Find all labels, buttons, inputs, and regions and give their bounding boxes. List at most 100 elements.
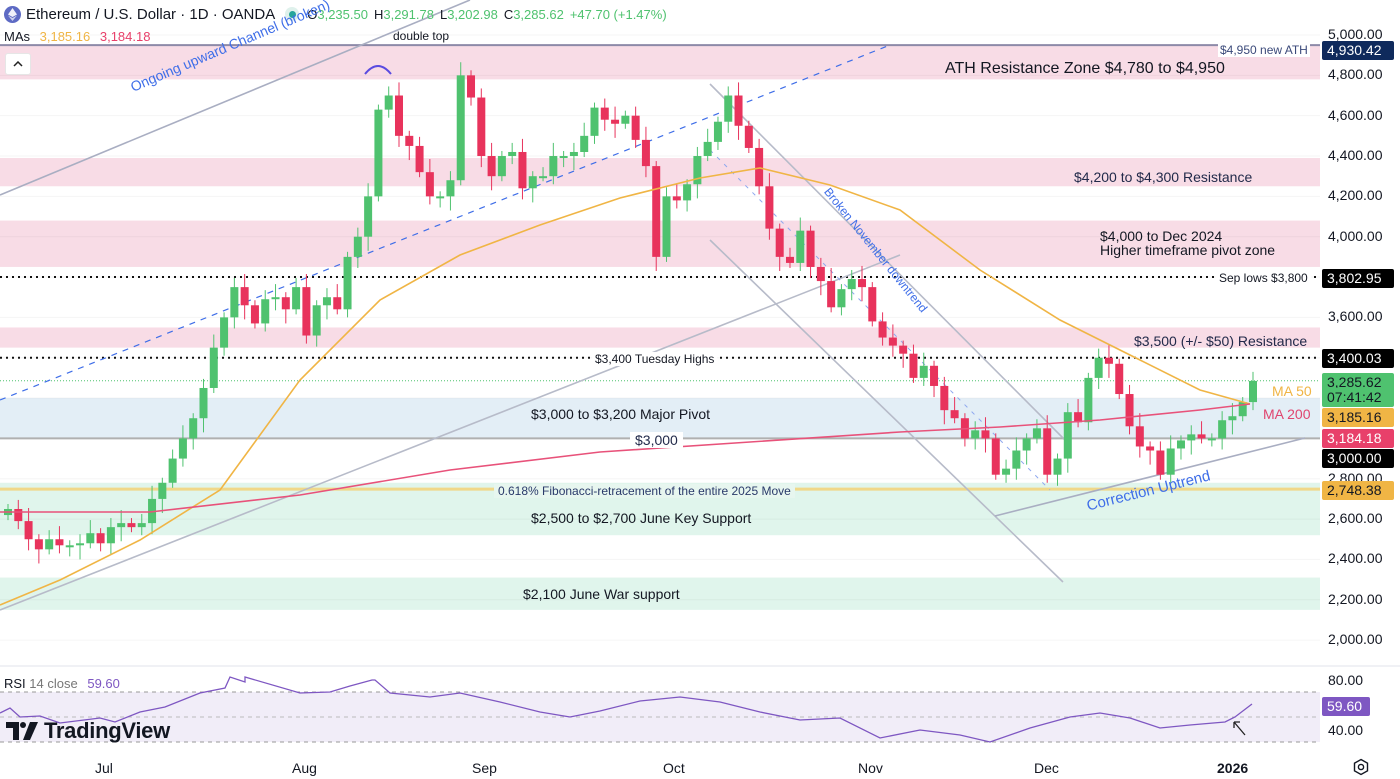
zone-band	[0, 577, 1320, 610]
collapse-legend-button[interactable]	[5, 53, 31, 75]
zone-band	[0, 45, 1320, 80]
price-axis-tick: 3,600.00	[1328, 308, 1383, 325]
candle-body	[1094, 357, 1103, 378]
price-axis-tick: 4,400.00	[1328, 147, 1383, 164]
candle-body	[950, 410, 959, 419]
candle-body	[189, 418, 198, 439]
candle-body	[1135, 426, 1144, 447]
time-axis-dec: Dec	[1034, 760, 1059, 776]
res-3500-label: $3,500 (+/- $50) Resistance	[1134, 333, 1308, 349]
rsi-legend[interactable]: RSI 14 close 59.60	[4, 676, 120, 691]
candle-body	[117, 523, 126, 528]
candle-body	[703, 141, 712, 157]
candle-body	[158, 482, 167, 499]
channel-base-line	[0, 254, 901, 611]
price-tag: 3,000.00	[1322, 449, 1394, 468]
candle-body	[96, 533, 105, 544]
candle-body	[292, 287, 301, 310]
candle-body	[487, 156, 496, 177]
candle-body	[281, 297, 290, 310]
candle-body	[250, 305, 259, 324]
candle-body	[1074, 412, 1083, 423]
candle-body	[394, 95, 403, 136]
rsi-params: 14 close	[29, 676, 78, 691]
candle-body	[240, 287, 249, 306]
time-axis-nov: Nov	[858, 760, 883, 776]
candle-body	[199, 387, 208, 419]
candle-body	[425, 172, 434, 197]
price-tag: 3,285.62	[1322, 373, 1394, 392]
candle-body	[209, 347, 218, 388]
settings-gear-icon[interactable]	[1352, 758, 1370, 776]
time-axis-sep: Sep	[472, 760, 497, 776]
candle-body	[76, 543, 85, 546]
price-axis-tick: 2,400.00	[1328, 550, 1383, 567]
price-axis-tick: 4,000.00	[1328, 227, 1383, 244]
market-open-dot-icon	[285, 7, 300, 21]
line-3000-label: $3,000	[630, 432, 683, 448]
candle-body	[106, 527, 115, 544]
candle-body	[600, 107, 609, 120]
sep-lows-label: Sep lows $3,800	[1216, 271, 1311, 285]
candle-body	[611, 119, 620, 124]
ma200-value: 3,184.18	[99, 29, 151, 44]
candle-body	[127, 523, 136, 528]
candle-body	[693, 156, 702, 185]
candle-body	[1146, 446, 1155, 451]
candle-body	[467, 75, 476, 98]
candle-body	[662, 196, 671, 257]
candle-body	[991, 438, 1000, 475]
candle-body	[65, 545, 74, 548]
rsi-value-tag: 59.60	[1322, 697, 1370, 716]
ohlc-open: O3,235.50	[307, 6, 368, 22]
candle-body	[796, 230, 805, 263]
tradingview-wordmark: TradingView	[44, 718, 170, 743]
symbol-title[interactable]: Ethereum / U.S. Dollar · 1D · OANDA	[26, 5, 276, 23]
candle-body	[322, 297, 331, 306]
candle-body	[909, 353, 918, 378]
candle-body	[518, 151, 527, 189]
candle-body	[1032, 428, 1041, 439]
candle-body	[477, 97, 486, 157]
time-axis-jul: Jul	[95, 760, 113, 776]
candle-body	[713, 121, 722, 142]
ma200-line	[0, 403, 1251, 513]
moving-averages-legend[interactable]: MAs 3,185.16 3,184.18	[4, 29, 150, 44]
pivot-4000-label-2: Higher timeframe pivot zone	[1100, 242, 1276, 258]
candle-body	[858, 279, 867, 288]
double-top-arc	[364, 65, 392, 75]
candle-body	[981, 430, 990, 439]
zone-band	[0, 398, 1320, 439]
candle-body	[1002, 468, 1011, 475]
candle-body	[333, 297, 342, 310]
candle-body	[261, 299, 270, 324]
ath-zone-label: ATH Resistance Zone $4,780 to $4,950	[945, 60, 1225, 77]
channel-lower-dashed	[0, 44, 891, 401]
candle-body	[868, 287, 877, 322]
chevron-up-icon	[13, 61, 23, 67]
candle-body	[785, 256, 794, 263]
price-tag: 3,184.18	[1322, 429, 1394, 448]
mas-label: MAs	[4, 29, 30, 44]
candle-body	[302, 287, 311, 336]
candle-body	[765, 186, 774, 229]
candle-body	[508, 151, 517, 157]
candle-body	[436, 196, 445, 199]
candle-body	[528, 176, 537, 189]
candle-body	[384, 95, 393, 110]
rsi-axis-40: 40.00	[1328, 722, 1364, 738]
tradingview-logo[interactable]: TradingView	[6, 718, 170, 744]
candle-body	[919, 365, 928, 378]
candle-body	[230, 287, 239, 318]
price-axis-tick: 4,800.00	[1328, 66, 1383, 83]
candle-body	[1249, 380, 1257, 403]
candle-body	[1084, 377, 1093, 423]
candle-body	[1104, 357, 1113, 364]
candle-body	[1228, 416, 1237, 421]
candle-body	[374, 109, 383, 197]
price-tag: 4,930.42	[1322, 41, 1394, 60]
major-pivot-label: $3,000 to $3,200 Major Pivot	[531, 406, 711, 422]
time-axis-aug: Aug	[292, 760, 317, 776]
candle-body	[755, 147, 764, 187]
